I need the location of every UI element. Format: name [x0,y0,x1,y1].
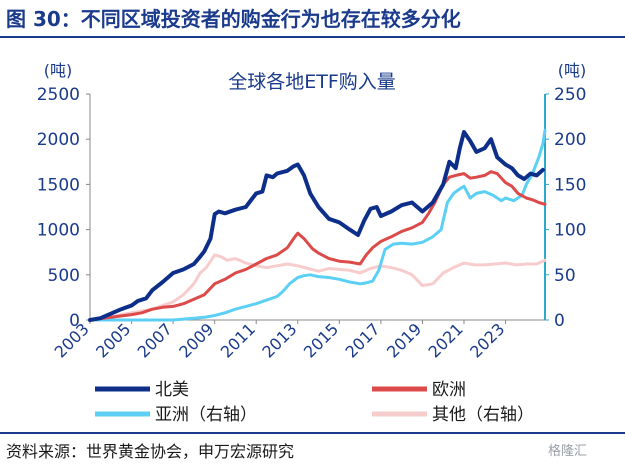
y-right-tick-label: 250 [554,85,586,105]
series-line-2 [88,128,547,322]
y-left-tick-label: 1000 [37,221,80,241]
y-axis-left-unit: (吨) [44,61,73,80]
y-left-tick-label: 0 [69,311,80,331]
x-tick-label: 2005 [92,319,134,361]
y-left-tick-label: 2000 [37,130,80,150]
x-tick-label: 2013 [258,319,300,361]
source-note: 资料来源：世界黄金协会，申万宏源研究 [6,442,295,461]
x-tick-label: 2017 [341,319,383,361]
y-right-tick-label: 0 [554,311,565,331]
legend-label-2: 亚洲（右轴） [155,405,257,425]
y-right-tick-label: 150 [554,175,586,195]
x-tick-label: 2023 [466,319,508,361]
chart-title: 全球各地ETF购入量 [228,71,396,93]
etf-chart: 全球各地ETF购入量 (吨) (吨) 0 500 1000 1500 2000 2500 0… [37,61,587,425]
x-tick-label: 2011 [217,319,259,361]
legend-label-3: 其他（右轴） [432,405,534,425]
y-right-tick-label: 100 [554,221,586,241]
series-lines [88,128,547,322]
figure-title: 图 30：不同区域投资者的购金行为也存在较多分化 [6,7,461,31]
y-left-tick-label: 1500 [37,175,80,195]
x-tick-label: 2015 [300,319,342,361]
y-right-tick-label: 200 [554,130,586,150]
series-line-3 [88,253,547,322]
legend-label-0: 北美 [155,380,189,400]
y-axis-right-unit: (吨) [558,61,587,80]
y-left-tick-label: 2500 [37,85,80,105]
x-tick-label: 2021 [425,319,467,361]
series-line-1 [88,170,547,322]
source-rule [0,432,625,434]
legend-label-1: 欧洲 [432,380,466,400]
series-line-0 [88,130,545,322]
x-tick-label: 2003 [51,319,93,361]
watermark: 格隆汇 [548,444,588,459]
title-rule [0,36,625,38]
x-tick-label: 2019 [383,319,425,361]
x-tick-label: 2009 [175,319,217,361]
y-left-tick-label: 500 [48,266,80,286]
x-tick-label: 2007 [134,319,176,361]
y-right-tick-label: 50 [554,266,576,286]
